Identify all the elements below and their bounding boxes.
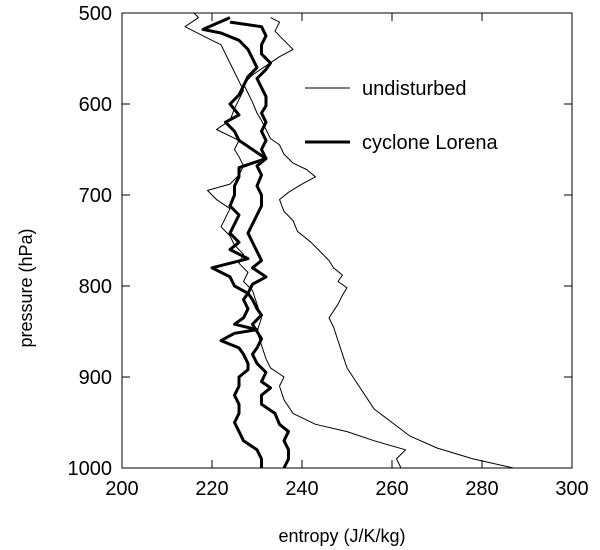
x-tick-label: 280 (465, 478, 498, 500)
y-tick-label: 700 (79, 185, 112, 207)
series-line-cyclone-lorena-2 (229, 20, 290, 469)
legend-label-cyclone-lorena: cyclone Lorena (362, 132, 499, 154)
y-tick-label: 500 (79, 3, 112, 25)
axis-tick-labels: 200 220 240 260 280 300 500 600 700 800 900 1000 (68, 3, 589, 500)
y-tick-label: 800 (79, 276, 112, 298)
y-tick-label: 1000 (68, 458, 113, 480)
series-line-cyclone-lorena-3 (201, 16, 268, 468)
legend: undisturbed cyclone Lorena (305, 78, 499, 154)
y-axis-label: pressure (hPa) (16, 228, 36, 347)
y-tick-label: 900 (79, 367, 112, 389)
x-tick-label: 200 (105, 478, 138, 500)
x-axis-label: entropy (J/K/kg) (278, 526, 405, 546)
x-tick-label: 300 (555, 478, 588, 500)
x-tick-label: 260 (375, 478, 408, 500)
plot-frame (121, 12, 573, 469)
x-tick-label: 240 (285, 478, 318, 500)
x-tick-label: 220 (195, 478, 228, 500)
y-tick-label: 600 (79, 94, 112, 116)
legend-label-undisturbed: undisturbed (362, 78, 467, 100)
series-line-undisturbed-1 (184, 12, 406, 469)
axis-ticks (121, 12, 573, 469)
series-layer (184, 12, 514, 469)
